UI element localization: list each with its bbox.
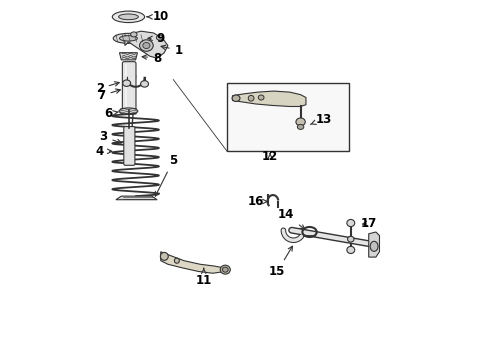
Ellipse shape [220, 265, 230, 274]
Text: 14: 14 [278, 208, 305, 229]
Ellipse shape [119, 14, 138, 20]
Ellipse shape [222, 267, 228, 272]
Ellipse shape [160, 252, 168, 260]
Text: 17: 17 [361, 216, 377, 230]
Polygon shape [232, 91, 306, 107]
Ellipse shape [296, 118, 305, 126]
Polygon shape [125, 31, 168, 58]
Ellipse shape [258, 95, 264, 100]
Ellipse shape [347, 236, 354, 242]
Polygon shape [368, 232, 379, 257]
Text: 6: 6 [104, 107, 119, 120]
Ellipse shape [232, 95, 240, 102]
Ellipse shape [120, 36, 137, 41]
FancyBboxPatch shape [124, 127, 135, 165]
Text: 2: 2 [96, 82, 119, 95]
Ellipse shape [156, 35, 163, 40]
Ellipse shape [113, 33, 144, 43]
Text: 9: 9 [148, 32, 165, 45]
Ellipse shape [119, 108, 138, 114]
Text: 11: 11 [196, 268, 212, 287]
Ellipse shape [112, 11, 145, 23]
Ellipse shape [141, 81, 148, 87]
Text: 7: 7 [98, 89, 121, 102]
Ellipse shape [248, 95, 254, 101]
Ellipse shape [122, 80, 131, 86]
Text: 13: 13 [310, 113, 332, 126]
Ellipse shape [297, 125, 304, 130]
FancyBboxPatch shape [227, 83, 349, 151]
Polygon shape [116, 196, 157, 200]
Ellipse shape [347, 220, 355, 226]
Ellipse shape [131, 32, 137, 37]
Text: 5: 5 [155, 154, 177, 196]
Ellipse shape [347, 246, 355, 253]
Ellipse shape [370, 241, 378, 251]
Ellipse shape [143, 42, 150, 49]
Ellipse shape [140, 40, 153, 51]
Ellipse shape [174, 258, 179, 263]
Polygon shape [161, 252, 225, 273]
Text: 4: 4 [96, 145, 112, 158]
Polygon shape [120, 53, 137, 60]
Text: 10: 10 [147, 10, 169, 23]
Text: 1: 1 [161, 44, 183, 57]
Text: 8: 8 [142, 51, 161, 64]
Text: 16: 16 [247, 195, 267, 208]
Text: 12: 12 [262, 150, 278, 163]
Text: 3: 3 [99, 130, 122, 144]
Text: 15: 15 [269, 246, 293, 278]
FancyBboxPatch shape [122, 62, 136, 110]
